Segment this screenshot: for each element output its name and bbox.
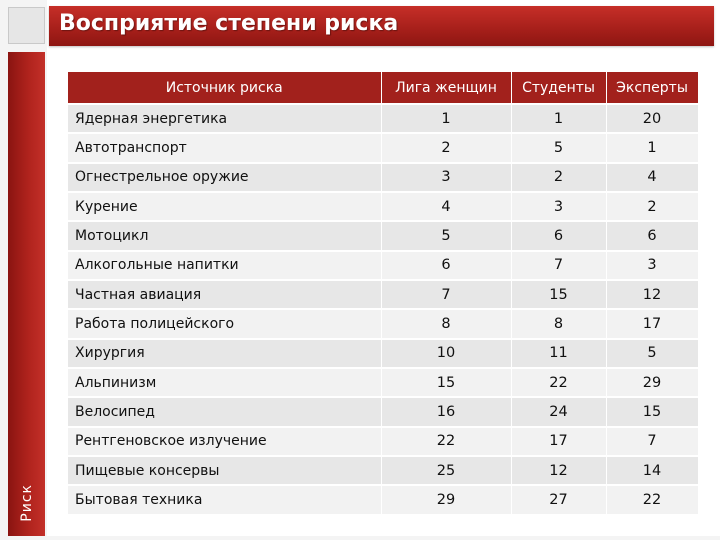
cell-league: 10 <box>381 338 512 370</box>
cell-league: 4 <box>381 192 512 223</box>
table-row: Мотоцикл 5 6 6 <box>68 221 699 252</box>
table-row: Рентгеновское излучение 22 17 7 <box>68 426 699 458</box>
cell-source: Альпинизм <box>68 368 382 399</box>
cell-students: 2 <box>511 162 607 194</box>
cell-source: Велосипед <box>68 397 382 428</box>
cell-league: 1 <box>381 104 512 135</box>
cell-students: 3 <box>511 192 607 223</box>
cell-students: 15 <box>511 280 607 311</box>
cell-source: Огнестрельное оружие <box>68 162 382 194</box>
table-row: Велосипед 16 24 15 <box>68 397 699 428</box>
corner-decoration <box>8 7 45 44</box>
table-row: Бытовая техника 29 27 22 <box>68 485 699 516</box>
header-league: Лига женщин <box>381 72 512 105</box>
table-header-row: Источник риска Лига женщин Студенты Эксп… <box>68 72 699 105</box>
cell-experts: 15 <box>606 397 699 428</box>
title-bar: Восприятие степени риска <box>49 6 714 46</box>
cell-experts: 20 <box>606 104 699 135</box>
cell-league: 3 <box>381 162 512 194</box>
cell-source: Мотоцикл <box>68 221 382 252</box>
cell-source: Автотранспорт <box>68 133 382 164</box>
cell-league: 8 <box>381 309 512 340</box>
risk-table-container: Источник риска Лига женщин Студенты Эксп… <box>68 72 699 516</box>
cell-source: Хирургия <box>68 338 382 370</box>
table-row: Частная авиация 7 15 12 <box>68 280 699 311</box>
header-experts: Эксперты <box>606 72 699 105</box>
cell-league: 25 <box>381 456 512 487</box>
cell-league: 2 <box>381 133 512 164</box>
table-row: Ядерная энергетика 1 1 20 <box>68 104 699 135</box>
cell-students: 11 <box>511 338 607 370</box>
table-row: Альпинизм 15 22 29 <box>68 368 699 399</box>
cell-source: Курение <box>68 192 382 223</box>
cell-students: 24 <box>511 397 607 428</box>
side-band <box>8 52 45 537</box>
cell-source: Пищевые консервы <box>68 456 382 487</box>
cell-league: 22 <box>381 426 512 458</box>
cell-experts: 12 <box>606 280 699 311</box>
cell-league: 29 <box>381 485 512 516</box>
cell-experts: 6 <box>606 221 699 252</box>
table-row: Работа полицейского 8 8 17 <box>68 309 699 340</box>
side-label-container: Риск <box>8 52 45 522</box>
cell-league: 15 <box>381 368 512 399</box>
table-body: Ядерная энергетика 1 1 20 Автотранспорт 2 5 1 Ог… <box>68 104 699 516</box>
table-row: Курение 4 3 2 <box>68 192 699 223</box>
cell-students: 1 <box>511 104 607 135</box>
bottom-border <box>0 536 720 540</box>
table-row: Пищевые консервы 25 12 14 <box>68 456 699 487</box>
cell-students: 5 <box>511 133 607 164</box>
cell-source: Рентгеновское излучение <box>68 426 382 458</box>
cell-source: Частная авиация <box>68 280 382 311</box>
cell-students: 6 <box>511 221 607 252</box>
side-label: Риск <box>18 484 35 522</box>
slide-title: Восприятие степени риска <box>59 11 399 36</box>
cell-experts: 1 <box>606 133 699 164</box>
table-row: Автотранспорт 2 5 1 <box>68 133 699 164</box>
cell-source: Бытовая техника <box>68 485 382 516</box>
cell-experts: 5 <box>606 338 699 370</box>
header-students: Студенты <box>511 72 607 105</box>
cell-experts: 3 <box>606 250 699 282</box>
cell-experts: 4 <box>606 162 699 194</box>
cell-experts: 14 <box>606 456 699 487</box>
cell-league: 6 <box>381 250 512 282</box>
cell-league: 5 <box>381 221 512 252</box>
cell-experts: 2 <box>606 192 699 223</box>
cell-experts: 22 <box>606 485 699 516</box>
cell-source: Алкогольные напитки <box>68 250 382 282</box>
table-row: Хирургия 10 11 5 <box>68 338 699 370</box>
cell-source: Работа полицейского <box>68 309 382 340</box>
cell-experts: 17 <box>606 309 699 340</box>
cell-students: 8 <box>511 309 607 340</box>
cell-league: 16 <box>381 397 512 428</box>
cell-students: 17 <box>511 426 607 458</box>
cell-students: 7 <box>511 250 607 282</box>
table-row: Алкогольные напитки 6 7 3 <box>68 250 699 282</box>
cell-students: 12 <box>511 456 607 487</box>
cell-source: Ядерная энергетика <box>68 104 382 135</box>
cell-students: 27 <box>511 485 607 516</box>
cell-league: 7 <box>381 280 512 311</box>
cell-experts: 7 <box>606 426 699 458</box>
risk-table: Источник риска Лига женщин Студенты Эксп… <box>68 72 699 516</box>
cell-experts: 29 <box>606 368 699 399</box>
header-source: Источник риска <box>68 72 382 105</box>
table-row: Огнестрельное оружие 3 2 4 <box>68 162 699 194</box>
cell-students: 22 <box>511 368 607 399</box>
